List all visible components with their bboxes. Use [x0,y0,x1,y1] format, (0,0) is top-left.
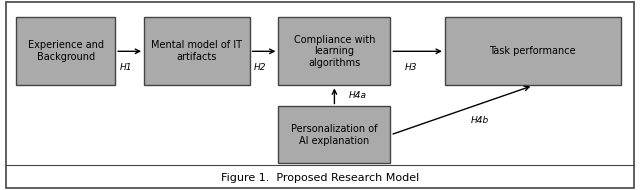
Bar [278,17,390,85]
Text: H2: H2 [254,63,267,72]
Text: Figure 1.  Proposed Research Model: Figure 1. Proposed Research Model [221,173,419,183]
Text: H4a: H4a [349,91,367,101]
Text: H1: H1 [120,63,132,72]
Text: H3: H3 [404,63,417,72]
Text: Experience and
Background: Experience and Background [28,40,104,62]
Text: Compliance with
learning
algorithms: Compliance with learning algorithms [294,35,375,68]
Bar [16,17,115,85]
Text: Task performance: Task performance [490,46,576,56]
Bar [278,106,390,163]
Text: H4b: H4b [470,116,489,125]
Bar [445,17,621,85]
Text: Mental model of IT
artifacts: Mental model of IT artifacts [151,40,243,62]
Text: Personalization of
AI explanation: Personalization of AI explanation [291,124,378,146]
Bar [144,17,250,85]
